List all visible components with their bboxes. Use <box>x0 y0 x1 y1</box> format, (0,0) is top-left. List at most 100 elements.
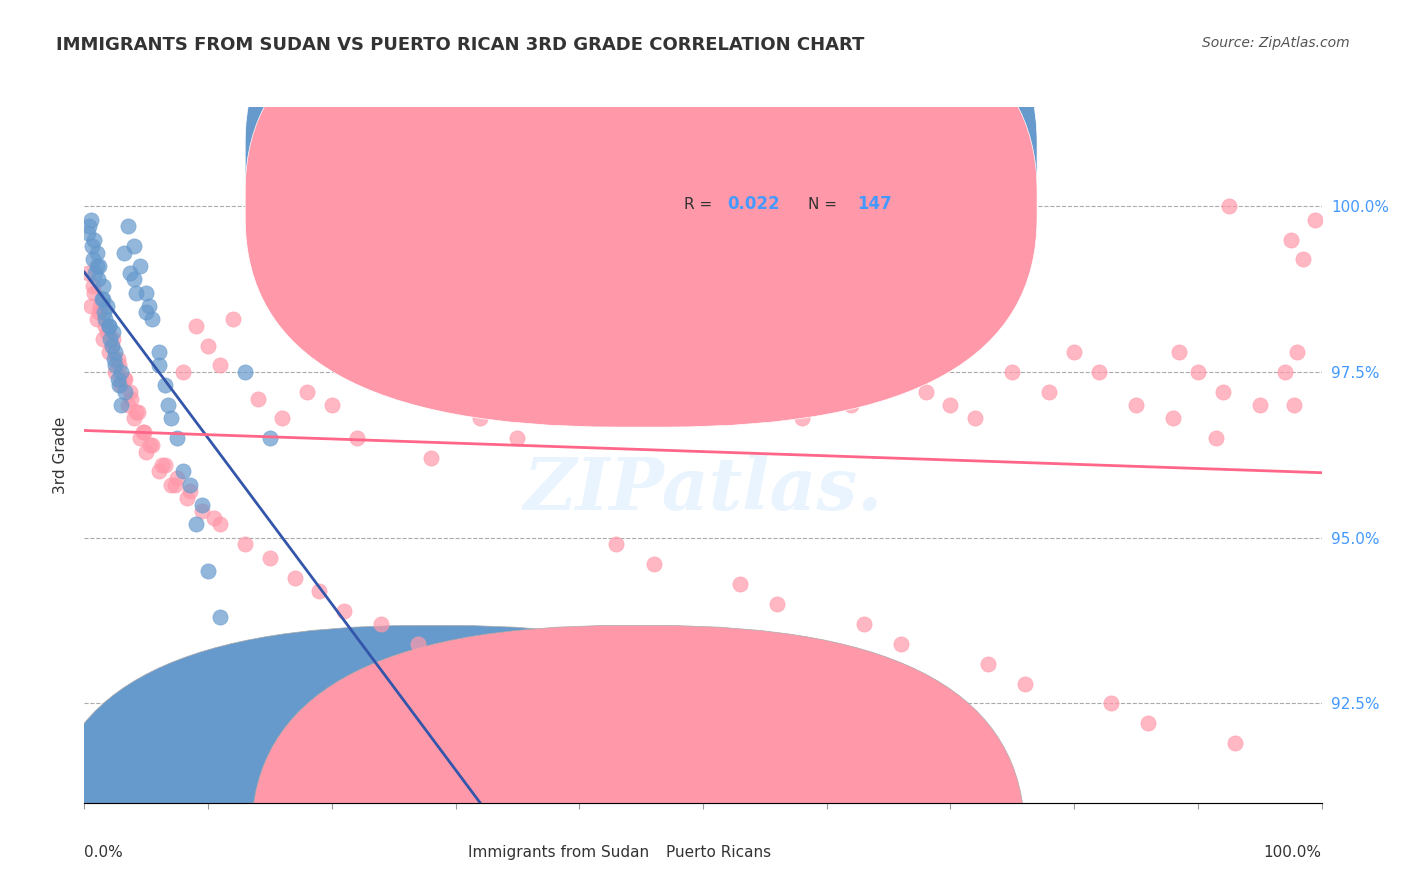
Text: R =: R = <box>685 148 717 163</box>
Point <box>382 345 405 359</box>
FancyBboxPatch shape <box>48 625 821 892</box>
Point <box>766 597 789 611</box>
Point <box>108 378 131 392</box>
Point <box>209 359 232 373</box>
Point <box>890 637 912 651</box>
Point <box>122 239 145 253</box>
Point <box>160 477 183 491</box>
Point <box>457 670 479 684</box>
Point <box>135 305 157 319</box>
Point <box>108 359 131 373</box>
Point <box>197 564 219 578</box>
Text: Source: ZipAtlas.com: Source: ZipAtlas.com <box>1202 36 1350 50</box>
Point <box>107 372 129 386</box>
Point <box>1001 365 1024 379</box>
Point <box>179 484 201 499</box>
Point <box>1125 398 1147 412</box>
Point <box>233 537 256 551</box>
Point <box>79 219 101 234</box>
Point <box>1063 345 1085 359</box>
Text: IMMIGRANTS FROM SUDAN VS PUERTO RICAN 3RD GRADE CORRELATION CHART: IMMIGRANTS FROM SUDAN VS PUERTO RICAN 3R… <box>56 36 865 54</box>
Point <box>127 405 149 419</box>
Point <box>112 245 135 260</box>
Point <box>120 384 142 399</box>
Point <box>419 451 441 466</box>
Point <box>89 299 111 313</box>
Point <box>163 477 186 491</box>
Point <box>1284 398 1306 412</box>
Point <box>79 212 101 227</box>
Point <box>91 292 114 306</box>
Point <box>101 326 124 340</box>
Point <box>148 345 170 359</box>
Point <box>643 558 665 572</box>
Point <box>150 458 173 472</box>
Point <box>135 285 157 300</box>
Point <box>754 398 776 412</box>
Point <box>98 318 121 333</box>
Point <box>191 498 214 512</box>
Point <box>83 285 105 300</box>
Text: R =: R = <box>685 197 717 212</box>
Point <box>176 491 198 505</box>
Point <box>86 259 108 273</box>
Point <box>117 398 139 412</box>
Point <box>259 431 281 445</box>
Point <box>172 365 194 379</box>
Point <box>117 219 139 234</box>
Point <box>160 411 183 425</box>
Point <box>543 365 565 379</box>
Point <box>89 305 111 319</box>
Point <box>1161 411 1184 425</box>
Point <box>104 345 127 359</box>
Point <box>655 769 678 783</box>
Point <box>976 657 998 671</box>
Point <box>141 312 163 326</box>
Point <box>94 312 117 326</box>
Point <box>104 365 127 379</box>
Point <box>184 517 207 532</box>
Point <box>357 252 380 267</box>
Point <box>89 259 111 273</box>
Point <box>697 763 720 777</box>
Point <box>122 272 145 286</box>
Point <box>841 398 863 412</box>
Point <box>153 378 176 392</box>
Point <box>87 272 110 286</box>
Point <box>605 537 627 551</box>
Point <box>444 398 467 412</box>
Point <box>197 338 219 352</box>
FancyBboxPatch shape <box>245 0 1038 378</box>
Point <box>295 384 318 399</box>
Point <box>271 411 294 425</box>
Point <box>692 365 714 379</box>
Point <box>790 411 813 425</box>
Point <box>94 318 117 333</box>
Point <box>1223 736 1246 750</box>
Point <box>98 345 121 359</box>
Point <box>100 338 122 352</box>
Point <box>333 604 356 618</box>
Text: Immigrants from Sudan: Immigrants from Sudan <box>468 845 650 860</box>
Point <box>114 372 136 386</box>
Point <box>295 252 318 267</box>
Point <box>110 378 132 392</box>
Point <box>723 398 745 412</box>
Point <box>172 465 194 479</box>
Point <box>135 444 157 458</box>
Point <box>96 299 118 313</box>
Point <box>321 398 343 412</box>
Point <box>246 392 269 406</box>
Y-axis label: 3rd Grade: 3rd Grade <box>52 417 67 493</box>
FancyBboxPatch shape <box>252 625 1025 892</box>
Text: N =: N = <box>808 148 842 163</box>
Point <box>82 252 104 267</box>
Point <box>702 378 724 392</box>
FancyBboxPatch shape <box>592 121 963 246</box>
Point <box>103 351 125 366</box>
Point <box>815 378 838 392</box>
Point <box>581 736 603 750</box>
Point <box>98 318 121 333</box>
Point <box>555 716 578 731</box>
Point <box>1285 345 1308 359</box>
